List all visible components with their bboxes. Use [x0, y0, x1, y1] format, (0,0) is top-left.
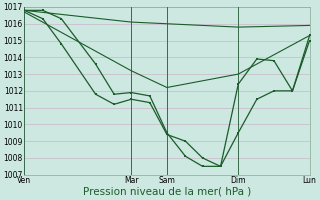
X-axis label: Pression niveau de la mer( hPa ): Pression niveau de la mer( hPa ) — [83, 187, 251, 197]
